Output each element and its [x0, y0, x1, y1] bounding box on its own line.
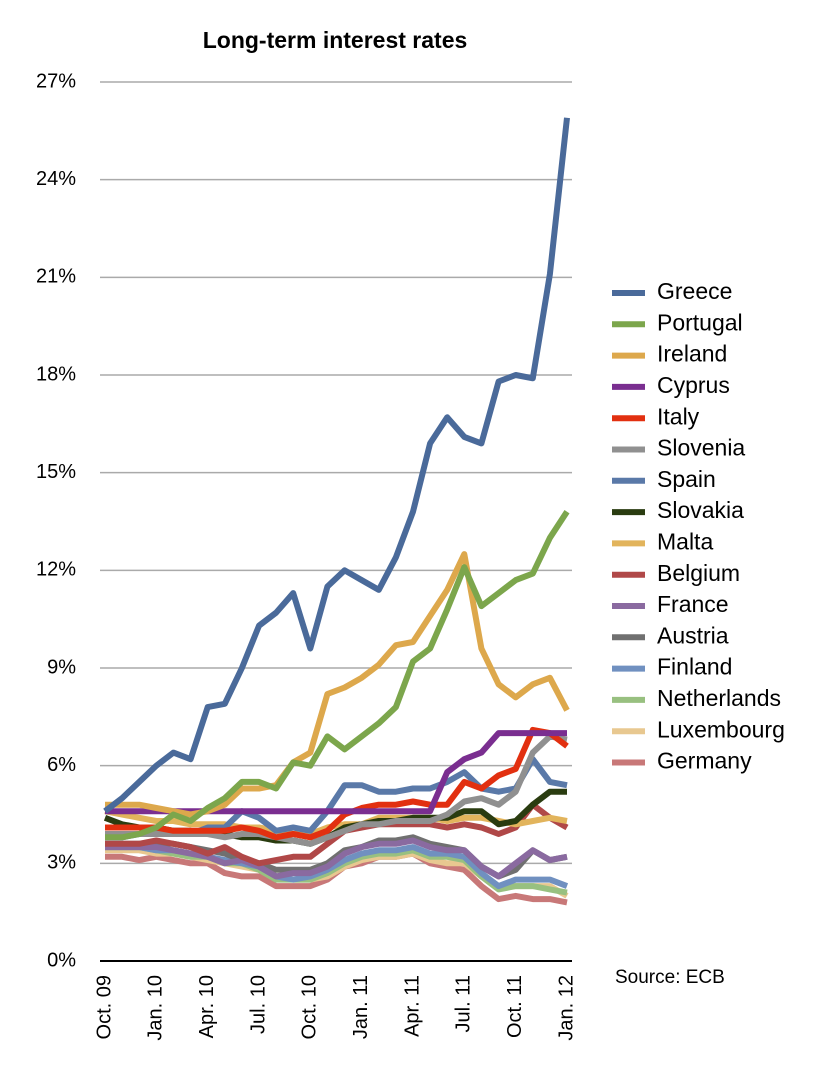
x-tick-label: Jan. 11: [350, 975, 372, 1039]
x-tick-label: Jan. 10: [145, 975, 167, 1041]
y-tick-label: 3%: [47, 852, 76, 874]
x-tick-label: Apr. 10: [196, 975, 218, 1038]
legend-label: Italy: [657, 403, 700, 429]
legend-label: Germany: [657, 748, 752, 774]
legend-label: Netherlands: [657, 685, 781, 711]
y-tick-label: 12%: [36, 559, 76, 581]
series-line: [105, 510, 570, 841]
legend-label: Spain: [657, 466, 716, 492]
legend-label: Austria: [657, 622, 729, 648]
x-tick-label: Jul. 10: [247, 975, 269, 1034]
y-tick-label: 27%: [36, 70, 76, 92]
legend-label: Greece: [657, 278, 732, 304]
y-tick-label: 15%: [36, 461, 76, 483]
legend-label: Cyprus: [657, 372, 730, 398]
y-tick-label: 24%: [36, 168, 76, 190]
y-tick-label: 9%: [47, 656, 76, 678]
source-note: Source: ECB: [615, 967, 725, 988]
x-tick-label: Apr. 11: [401, 975, 423, 1037]
series-line: [105, 801, 569, 867]
legend-label: Malta: [657, 528, 713, 554]
series-line: [103, 117, 570, 814]
x-tick-label: Oct. 09: [93, 975, 115, 1039]
legend-label: France: [657, 591, 729, 617]
legend-label: Luxembourg: [657, 716, 785, 742]
series-line: [105, 733, 568, 847]
legend-label: Ireland: [657, 341, 727, 367]
x-tick-label: Oct. 11: [504, 975, 526, 1038]
y-tick-label: 21%: [36, 266, 76, 288]
legend-label: Slovenia: [657, 435, 745, 461]
legend-label: Finland: [657, 654, 732, 680]
series-line: [105, 837, 568, 880]
series-line: [105, 726, 569, 841]
legend-label: Slovakia: [657, 497, 744, 523]
legend-label: Portugal: [657, 309, 743, 335]
x-tick-label: Jul. 11: [453, 975, 475, 1032]
x-tick-label: Oct. 10: [299, 975, 321, 1039]
legend-label: Belgium: [657, 560, 740, 586]
y-tick-label: 0%: [47, 949, 76, 971]
y-tick-label: 6%: [47, 754, 76, 776]
x-tick-label: Jan. 12: [555, 975, 577, 1041]
chart-title: Long-term interest rates: [203, 27, 468, 53]
y-tick-label: 18%: [36, 363, 76, 385]
series-line: [105, 551, 570, 818]
